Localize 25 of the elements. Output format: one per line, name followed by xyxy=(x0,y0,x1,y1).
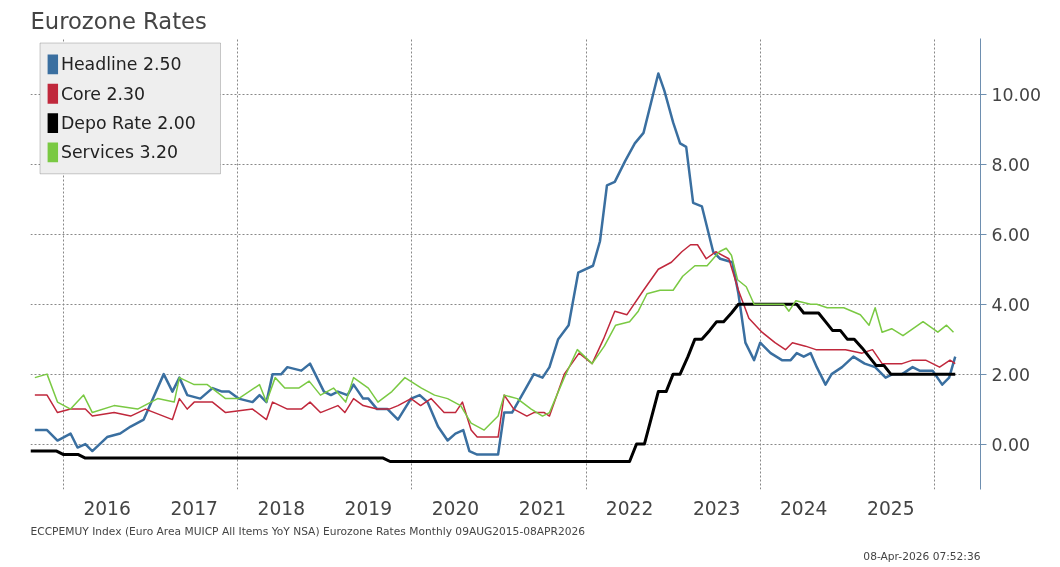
x-tick-label: 2023 xyxy=(692,497,741,519)
y-tick-label: 8.00 xyxy=(991,154,1031,175)
x-tick-label: 2020 xyxy=(431,497,480,519)
x-tick-label: 2017 xyxy=(170,497,218,519)
legend-label: Services 3.20 xyxy=(60,142,179,163)
x-tick-label: 2022 xyxy=(605,497,654,519)
text: ECCPEMUY Index (Euro Area MUICP All Items YoY NSA) Eurozone Rates Monthly 09AUG2015-08APR2026 xyxy=(30,524,586,538)
line-series xyxy=(33,72,957,456)
legend-label: Headline 2.50 xyxy=(60,54,182,75)
y-tick-label: 0.00 xyxy=(991,434,1031,455)
line-series xyxy=(30,302,957,464)
legend-label: Depo Rate 2.00 xyxy=(60,113,196,134)
x-tick-label: 2025 xyxy=(867,497,915,519)
y-tick-label: 2.00 xyxy=(991,364,1031,385)
x-tick-label: 2024 xyxy=(780,497,828,519)
x-tick-label: 2021 xyxy=(518,497,567,519)
y-tick-label: 10.00 xyxy=(991,84,1042,105)
chart-title: Eurozone Rates xyxy=(30,7,207,34)
x-tick-label: 2018 xyxy=(257,497,306,519)
y-tick-label: 4.00 xyxy=(991,294,1031,315)
y-tick-label: 6.00 xyxy=(991,224,1031,245)
x-tick-label: 2016 xyxy=(83,497,131,519)
x-tick-label: 2019 xyxy=(344,497,393,519)
legend-label: Core 2.30 xyxy=(60,83,146,104)
text: 08-Apr-2026 07:52:36 xyxy=(863,549,981,563)
